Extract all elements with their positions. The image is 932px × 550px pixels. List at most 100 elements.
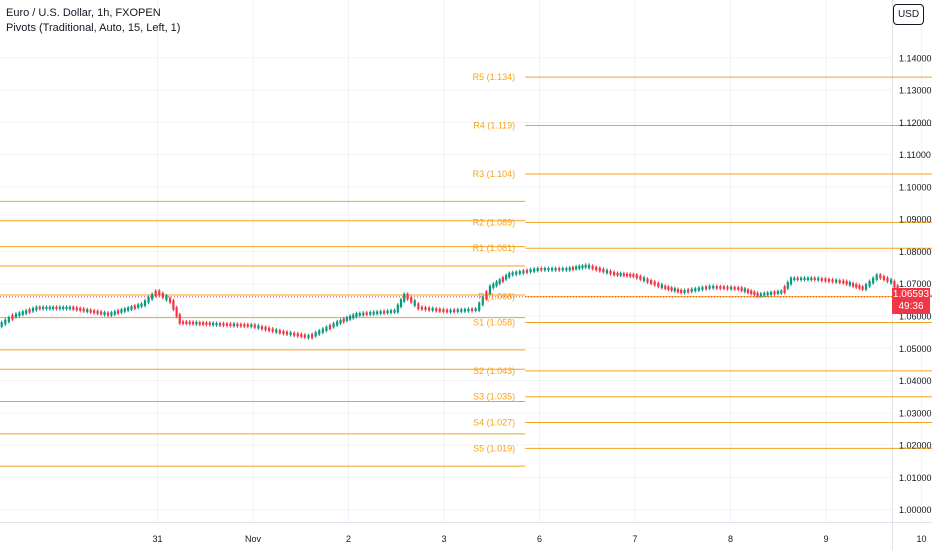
candle-body — [191, 321, 195, 325]
candle-body — [575, 266, 578, 270]
candle-body — [719, 286, 722, 289]
candle-body — [208, 322, 211, 326]
candle-body — [793, 277, 796, 281]
candle-body — [403, 293, 406, 302]
candle-body — [296, 333, 299, 337]
candle-body — [42, 306, 45, 310]
candle-body — [257, 325, 260, 329]
price-tick-label: 1.08000 — [899, 247, 932, 257]
candle-body — [855, 284, 858, 288]
candle-body — [565, 268, 568, 271]
candle-body — [28, 309, 31, 313]
candle-body — [522, 270, 525, 274]
candle-body — [511, 272, 514, 276]
candle-body — [813, 277, 816, 281]
candle-body — [558, 268, 561, 271]
candle-body — [300, 333, 303, 337]
candle-body — [664, 285, 667, 289]
candle-body — [803, 277, 806, 281]
candle-body — [625, 273, 629, 277]
candle-body — [68, 306, 71, 310]
candle-body — [379, 311, 382, 314]
candle-body — [650, 280, 653, 284]
candle-body — [282, 330, 285, 334]
candle-body — [236, 323, 239, 327]
price-tick-label: 1.01000 — [899, 473, 932, 483]
candle-body — [529, 269, 532, 273]
candle-body — [629, 273, 632, 277]
candle-body — [314, 332, 317, 337]
candle-body — [800, 277, 803, 281]
candle-body — [229, 323, 232, 327]
candle-body — [386, 310, 389, 314]
candle-body — [396, 304, 399, 313]
candle-body — [540, 268, 543, 271]
candle-body — [646, 278, 649, 283]
candle-body — [838, 280, 841, 283]
candle-body — [431, 307, 434, 311]
candle-body — [701, 286, 704, 290]
candle-body — [453, 309, 456, 313]
candle-body — [151, 293, 154, 300]
candle-body — [817, 277, 820, 281]
candle-body — [406, 293, 409, 300]
indicator-label[interactable]: Pivots (Traditional, Auto, 15, Left, 1) — [6, 22, 181, 34]
candle-body — [673, 288, 676, 292]
candle-body — [89, 309, 92, 313]
candle-body — [212, 322, 215, 326]
candle-body — [307, 335, 310, 339]
candle-body — [38, 306, 41, 310]
candle-body — [285, 331, 289, 335]
price-tick-label: 1.03000 — [899, 408, 932, 418]
candle-body — [93, 310, 96, 314]
candle-body — [117, 310, 120, 314]
time-tick-label: 10 — [916, 534, 926, 544]
candle-body — [460, 309, 463, 312]
candle-body — [766, 292, 769, 296]
candle-body — [345, 317, 349, 321]
candle-body — [185, 321, 188, 324]
candle-body — [478, 302, 481, 311]
candle-body — [410, 297, 413, 303]
candle-body — [86, 309, 89, 313]
price-tick-label: 1.06000 — [899, 312, 932, 322]
candle-body — [660, 284, 663, 289]
time-tick-label: 9 — [823, 534, 828, 544]
candle-body — [893, 280, 896, 288]
candle-body — [470, 308, 474, 312]
candle-body — [609, 270, 612, 275]
candle-body — [260, 326, 264, 330]
price-tick-label: 1.09000 — [899, 215, 932, 225]
candle-body — [4, 319, 7, 325]
candle-body — [789, 277, 793, 285]
candle-body — [492, 283, 495, 289]
candle-body — [783, 286, 786, 293]
candle-body — [680, 289, 683, 293]
candle-body — [154, 290, 157, 297]
candle-body — [7, 317, 10, 323]
candle-body — [533, 268, 536, 272]
candle-body — [271, 328, 274, 332]
candle-body — [278, 330, 281, 334]
candle-body — [639, 275, 642, 280]
candle-body — [872, 277, 875, 284]
price-tick-label: 1.05000 — [899, 344, 932, 354]
candle-body — [110, 312, 113, 316]
candle-body — [642, 277, 646, 282]
currency-button[interactable]: USD — [893, 4, 924, 25]
pivot-label: S3 (1.035) — [473, 392, 515, 402]
candle-body — [773, 291, 776, 295]
candle-body — [536, 268, 539, 272]
candle-body — [796, 277, 799, 281]
pivot-label: R4 (1.119) — [473, 121, 515, 131]
candle-body — [547, 268, 550, 271]
candle-body — [848, 281, 851, 286]
candle-body — [481, 297, 484, 306]
candle-body — [243, 324, 246, 327]
candle-body — [222, 323, 225, 326]
candle-body — [712, 285, 715, 289]
candle-body — [339, 319, 342, 324]
candle-body — [143, 300, 147, 306]
candle-body — [845, 280, 848, 285]
